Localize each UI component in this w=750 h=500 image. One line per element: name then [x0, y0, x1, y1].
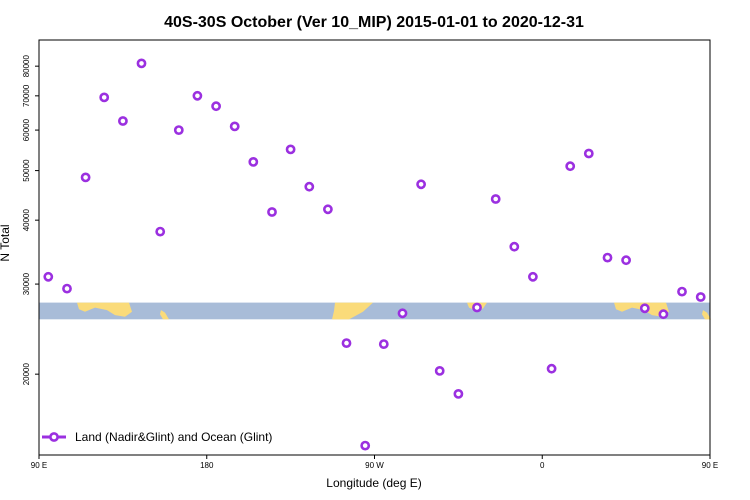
- data-point: [248, 156, 259, 167]
- land-new-zealand-repeat: [702, 310, 711, 320]
- y-tick-label: 70000: [22, 84, 31, 107]
- x-tick-label: 90 E: [702, 461, 718, 470]
- y-axis-label: N Total: [0, 224, 12, 261]
- data-point: [509, 241, 520, 252]
- x-tick-label: 0: [540, 461, 545, 470]
- y-axis-ticks: 20000 30000 40000 50000 60000 70000 80000: [22, 54, 39, 385]
- data-point: [62, 283, 72, 294]
- data-point: [378, 339, 389, 349]
- data-point: [583, 148, 594, 159]
- world-map-strip: [39, 302, 711, 320]
- ocean-band: [39, 302, 710, 320]
- x-axis-label: Longitude (deg E): [326, 476, 421, 490]
- data-point: [118, 116, 128, 126]
- data-point: [99, 92, 110, 103]
- x-axis-ticks: 90 E 180 90 W 0 90 E: [31, 455, 718, 470]
- data-point: [341, 338, 352, 348]
- y-tick-label: 80000: [22, 54, 31, 77]
- land-new-zealand: [160, 310, 169, 320]
- y-tick-label: 30000: [22, 272, 31, 295]
- y-tick-label: 20000: [22, 362, 31, 385]
- data-point: [80, 172, 91, 183]
- data-point: [285, 144, 296, 155]
- data-point: [136, 58, 147, 69]
- data-point: [229, 121, 240, 132]
- legend-marker: [49, 432, 59, 442]
- y-tick-label: 40000: [22, 208, 31, 231]
- data-point: [602, 252, 613, 263]
- data-point: [639, 303, 650, 314]
- land-australia-repeat: [614, 302, 669, 317]
- data-point: [453, 388, 464, 399]
- data-point: [695, 292, 706, 302]
- data-point: [677, 286, 687, 297]
- x-tick-label: 90 W: [365, 461, 384, 470]
- data-point: [658, 309, 669, 320]
- data-point: [416, 179, 426, 190]
- data-point: [173, 125, 184, 136]
- y-tick-label: 60000: [22, 118, 31, 141]
- data-point: [490, 194, 501, 204]
- data-point: [267, 207, 277, 217]
- legend: Land (Nadir&Glint) and Ocean (Glint): [42, 430, 272, 444]
- data-point: [565, 161, 576, 172]
- data-point: [397, 308, 408, 319]
- data-point: [304, 181, 315, 192]
- land-south-america: [332, 302, 373, 320]
- data-point: [472, 302, 482, 313]
- data-point: [360, 440, 371, 451]
- data-point: [192, 90, 203, 101]
- x-tick-label: 90 E: [31, 461, 47, 470]
- land-australia: [77, 302, 132, 317]
- data-point: [322, 204, 333, 215]
- data-point: [528, 271, 538, 282]
- plot-frame: [38, 39, 711, 456]
- data-points: [43, 58, 706, 451]
- land-masses: [77, 302, 711, 320]
- y-tick-label: 50000: [22, 159, 31, 182]
- chart-title: 40S-30S October (Ver 10_MIP) 2015-01-01 …: [164, 14, 584, 31]
- data-point: [155, 226, 166, 237]
- data-point: [546, 363, 557, 374]
- data-point: [621, 255, 631, 266]
- legend-entry-label: Land (Nadir&Glint) and Ocean (Glint): [75, 430, 272, 444]
- x-tick-label: 180: [200, 461, 214, 470]
- data-point: [434, 365, 445, 376]
- data-point: [211, 101, 221, 112]
- data-point: [43, 271, 54, 282]
